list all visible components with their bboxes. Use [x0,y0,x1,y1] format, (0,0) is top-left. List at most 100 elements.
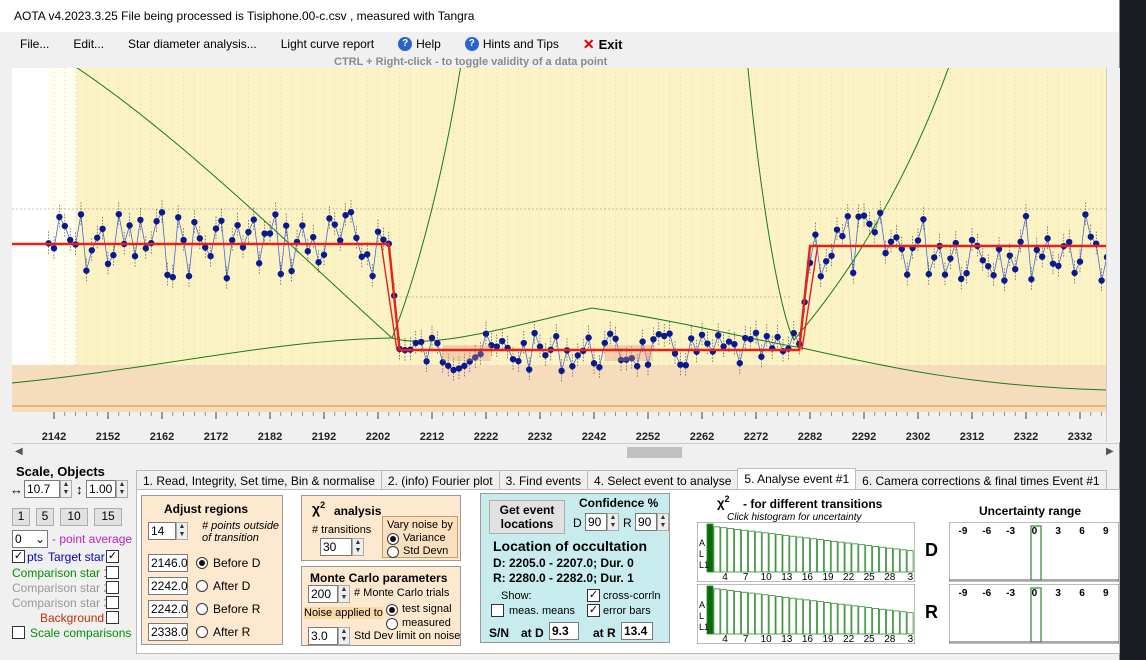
after-r-radio[interactable] [196,626,208,638]
monte-carlo-box: Monte Carlo parameters 200 ▲ ▼ # Monte Ca… [301,566,461,646]
plot-horizontal-scrollbar[interactable]: ◀ ▶ [12,443,1118,460]
variance-radio[interactable] [387,533,399,545]
std-limit-input[interactable]: 3.0 [308,627,338,645]
mc-trials-input[interactable]: 200 [308,585,338,603]
v-scale-stepper[interactable]: ▲ ▼ [116,480,128,498]
hist-d-label: D [925,540,938,560]
light-curve-plot[interactable]: 2142 2152 2162 2172 2182 2192 2202 2212 2222 2232… [12,68,1118,442]
r-confidence-input[interactable]: 90 [635,513,657,531]
error-bars-checkbox[interactable]: ✓ [587,604,600,617]
after-d-radio[interactable] [196,580,208,592]
menu-star-diameter[interactable]: Star diameter analysis... [128,37,257,51]
mc-trials-stepper[interactable]: ▲ ▼ [338,585,350,603]
data-point [115,210,123,218]
data-point [850,269,857,277]
menu-edit[interactable]: Edit... [73,37,105,51]
x-tick-label: 2212 [420,431,444,442]
histogram-bar [851,543,859,573]
data-point [628,354,635,362]
x-tick-label: 2202 [366,431,390,442]
uncertainty-tick-label: 3 [1055,588,1061,599]
scroll-right-icon[interactable]: ▶ [1106,446,1114,457]
target-star-checkbox[interactable]: ✓ [106,550,119,563]
tab-analyse-event[interactable]: 5. Analyse event #1 [737,468,857,491]
cross-corr-checkbox[interactable]: ✓ [587,589,600,602]
before-d-input[interactable]: 2146.0 [148,554,188,572]
tab-find-events[interactable]: 3. Find events [498,470,588,493]
get-event-locations-button[interactable]: Get event locations [489,500,565,534]
transitions-stepper[interactable]: ▲ ▼ [352,538,364,556]
comparison-star-2-checkbox[interactable] [106,581,119,594]
histogram-tick-label: 28 [884,572,896,582]
measured-radio[interactable] [386,618,398,630]
v-scale-input[interactable]: 1.00 [86,480,116,498]
after-r-input[interactable]: 2338.0 [148,623,188,641]
help-icon: ? [398,37,413,51]
light-curve-svg[interactable]: 2142 2152 2162 2172 2182 2192 2202 2212 2222 2232… [12,68,1118,442]
step-15-button[interactable]: 15 [94,508,122,526]
data-point [223,274,230,282]
data-point [229,236,236,244]
menu-exit[interactable]: ✕ Exit [582,35,623,52]
data-point [1076,258,1084,265]
data-point [536,343,544,350]
points-outside-stepper[interactable]: ▲ ▼ [176,522,188,540]
data-point [212,225,220,232]
before-d-radio[interactable] [196,557,208,569]
r-confidence-stepper[interactable]: ▲ ▼ [657,513,669,531]
std-devn-radio[interactable] [387,546,399,558]
tab-camera-corrections[interactable]: 6. Camera corrections & final times Even… [855,470,1107,493]
points-outside-input[interactable]: 14 [148,522,176,540]
background-checkbox[interactable] [106,611,119,624]
scale-comparisons-checkbox[interactable] [12,626,25,639]
plot-vertical-scrollbar[interactable] [1106,68,1120,442]
test-signal-radio[interactable] [386,604,398,616]
data-point [250,216,257,223]
d-confidence-stepper[interactable]: ▲ ▼ [607,513,619,531]
point-average-select[interactable]: 0 ⌄ [12,530,48,548]
menu-light-curve-report[interactable]: Light curve report [280,37,375,51]
std-limit-stepper[interactable]: ▲ ▼ [338,627,350,645]
adjust-regions-box: Adjust regions 14 ▲ ▼ # points outside of… [141,495,283,645]
h-scale-input[interactable]: 10.7 [24,480,60,498]
histogram-bar [727,528,735,573]
tab-read[interactable]: 1. Read, Integrity, Set time, Bin & norm… [136,470,382,493]
meas-means-checkbox[interactable] [491,604,504,617]
tab-fourier[interactable]: 2. (info) Fourier plot [380,470,500,493]
step-1-button[interactable]: 1 [12,508,30,526]
step-10-button[interactable]: 10 [60,508,88,526]
uncertainty-tick-label: -3 [1006,526,1015,537]
menu-file[interactable]: File... [20,37,50,51]
uncertainty-tick-label: -6 [982,588,991,599]
scroll-left-icon[interactable]: ◀ [15,446,23,457]
data-point [110,251,117,259]
x-tick-label: 2282 [798,431,822,442]
histogram-side-label: L1 [699,622,709,632]
transitions-input[interactable]: 30 [320,538,352,556]
menu-hints[interactable]: ? Hints and Tips [453,37,571,51]
comparison-star-3-checkbox[interactable] [106,596,119,609]
scroll-thumb[interactable] [627,447,682,458]
step-5-button[interactable]: 5 [36,508,54,526]
pts-checkbox[interactable]: ✓ [12,550,25,563]
uncertainty-tick-label: -3 [1006,588,1015,599]
tab-select-event[interactable]: 4. Select event to analyse [586,470,739,493]
data-point [1012,265,1019,273]
d-conf-label: D [573,516,582,530]
after-d-input[interactable]: 2242.0 [148,577,188,595]
before-r-radio[interactable] [196,603,208,615]
data-point [67,236,74,244]
data-point [380,236,387,243]
data-point [688,335,695,342]
menu-help[interactable]: ? Help [386,37,453,51]
comparison-star-1-checkbox[interactable] [106,566,119,579]
horizontal-arrows-icon: ↔ [10,482,23,497]
chevron-down-icon: ⌄ [34,532,45,546]
h-scale-stepper[interactable]: ▲ ▼ [60,480,72,498]
d-confidence-input[interactable]: 90 [585,513,607,531]
histogram-side-label: L [699,549,704,559]
before-r-input[interactable]: 2242.0 [148,600,188,618]
histogram-tick-label: 25 [864,572,876,582]
